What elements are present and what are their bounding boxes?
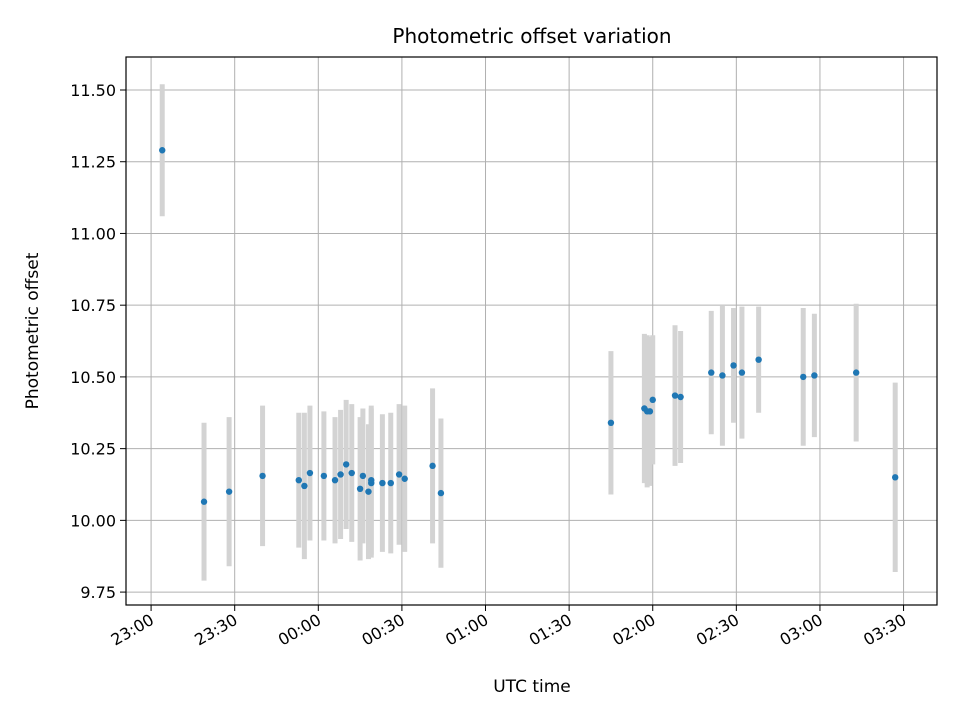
data-point bbox=[159, 147, 166, 154]
data-point bbox=[359, 472, 367, 480]
data-point bbox=[356, 485, 364, 493]
data-point bbox=[708, 369, 715, 376]
y-tick-label: 9.75 bbox=[80, 583, 116, 602]
data-point bbox=[395, 471, 403, 478]
data-point bbox=[306, 469, 314, 477]
data-points bbox=[159, 147, 899, 505]
x-axis-title: UTC time bbox=[493, 677, 571, 697]
data-point bbox=[429, 462, 436, 470]
data-point bbox=[365, 488, 372, 495]
data-point bbox=[852, 369, 860, 376]
data-point bbox=[401, 475, 408, 482]
y-axis: 9.75 10.00 10.25 10.50 10.75 11.00 11.25 11.50 bbox=[70, 81, 126, 602]
data-point bbox=[649, 396, 656, 404]
data-point bbox=[437, 489, 445, 497]
data-point bbox=[719, 372, 726, 379]
data-point bbox=[225, 488, 233, 495]
y-tick-label: 11.25 bbox=[70, 153, 116, 172]
data-point bbox=[677, 393, 684, 401]
y-tick-label: 10.00 bbox=[70, 511, 116, 530]
data-point bbox=[259, 472, 266, 480]
y-tick-label: 10.75 bbox=[70, 296, 116, 315]
plot-frame bbox=[125, 56, 938, 606]
data-point bbox=[368, 476, 375, 484]
data-point bbox=[755, 356, 762, 363]
data-point bbox=[337, 471, 344, 478]
data-point bbox=[811, 372, 818, 379]
data-point bbox=[387, 479, 394, 487]
y-tick-label: 10.50 bbox=[70, 368, 116, 387]
data-point bbox=[738, 369, 746, 376]
data-point bbox=[671, 392, 679, 399]
data-point bbox=[320, 472, 328, 480]
data-point bbox=[730, 362, 737, 369]
data-point bbox=[800, 373, 807, 381]
data-point bbox=[348, 469, 355, 477]
data-point bbox=[646, 408, 654, 415]
y-tick-label: 11.50 bbox=[70, 81, 116, 100]
grid-lines bbox=[126, 57, 937, 605]
chart-title: Photometric offset variation bbox=[392, 24, 671, 48]
data-point bbox=[342, 461, 350, 468]
data-point bbox=[379, 479, 386, 487]
y-tick-label: 11.00 bbox=[70, 224, 116, 243]
data-point bbox=[331, 476, 339, 484]
y-axis-title: Photometric offset bbox=[23, 252, 43, 409]
y-tick-label: 10.25 bbox=[70, 440, 116, 459]
data-point bbox=[607, 419, 615, 427]
data-point bbox=[891, 474, 899, 481]
data-point bbox=[200, 498, 208, 505]
data-point bbox=[301, 482, 308, 490]
data-point bbox=[295, 476, 302, 484]
